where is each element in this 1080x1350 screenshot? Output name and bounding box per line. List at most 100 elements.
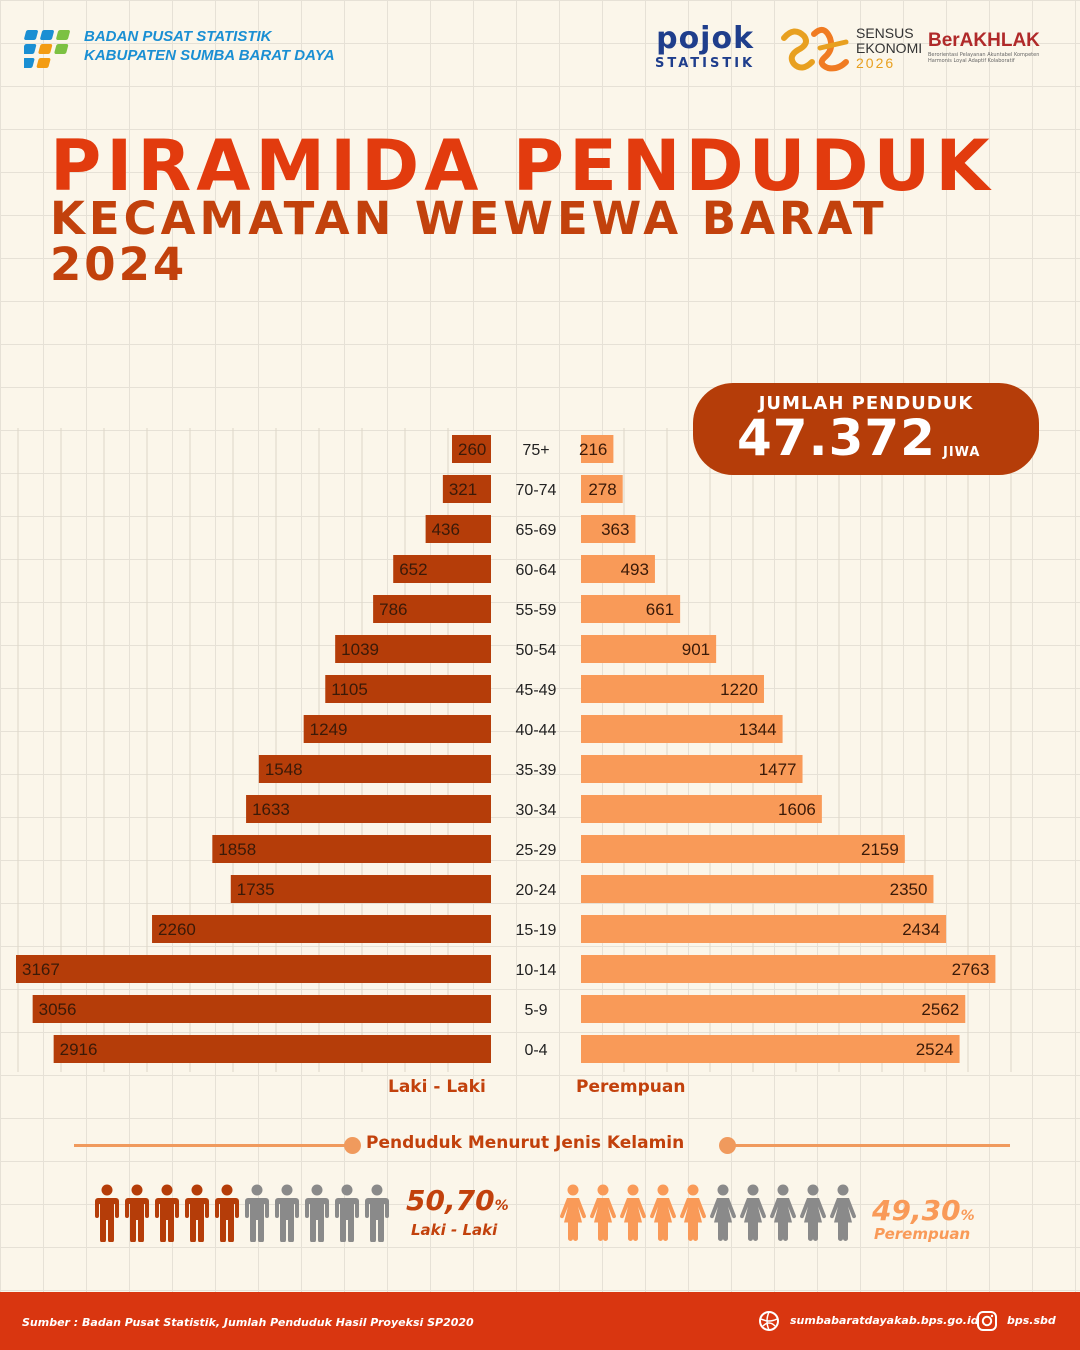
- female-bar-0-4: [581, 1035, 960, 1063]
- female-value-label-50-54: 901: [682, 640, 710, 659]
- male-value-label-40-44: 1249: [310, 720, 348, 739]
- berakhlak-tagline: Berorientasi Pelayanan Akuntabel Kompete…: [928, 52, 1040, 64]
- woman-icon: [799, 1184, 827, 1241]
- footer-website-link[interactable]: sumbabaratdayakab.bps.go.id: [790, 1314, 979, 1327]
- male-value-label-0-4: 2916: [60, 1040, 98, 1059]
- age-group-label-50-54: 50-54: [516, 642, 557, 659]
- male-value-label-50-54: 1039: [341, 640, 379, 659]
- male-value-label-20-24: 1735: [237, 880, 275, 899]
- instagram-icon: [977, 1311, 997, 1331]
- berakhlak-logo: BerAKHLAK Berorientasi Pelayanan Akuntab…: [928, 30, 1048, 64]
- male-value-label-60-64: 652: [399, 560, 427, 579]
- male-bar-45-49: [325, 675, 491, 703]
- page-year: 2024: [50, 238, 188, 291]
- age-group-label-0-4: 0-4: [524, 1042, 547, 1059]
- woman-icon: [559, 1184, 587, 1241]
- female-bar-30-34: [581, 795, 822, 823]
- man-icon: [335, 1184, 359, 1242]
- male-bar-15-19: [152, 915, 491, 943]
- woman-icon: [739, 1184, 767, 1241]
- male-bar-30-34: [246, 795, 491, 823]
- page-title: PIRAMIDA PENDUDUK: [50, 125, 995, 207]
- se-year: 2026: [856, 55, 896, 71]
- male-bar-5-9: [32, 995, 491, 1023]
- female-bar-35-39: [581, 755, 803, 783]
- female-value-label-25-29: 2159: [861, 840, 899, 859]
- divider-dot-right: [719, 1137, 736, 1154]
- female-bar-65-69: [581, 515, 636, 543]
- sensus-ekonomi-text: SENSUS EKONOMI 2026: [856, 26, 922, 71]
- male-bar-55-59: [373, 595, 491, 623]
- female-value-label-60-64: 493: [621, 560, 649, 579]
- pojok-word: pojok: [656, 21, 755, 56]
- female-value-label-15-19: 2434: [902, 920, 940, 939]
- male-bar-65-69: [425, 515, 491, 543]
- female-value-label-70-74: 278: [588, 480, 616, 499]
- male-value-label-15-19: 2260: [158, 920, 196, 939]
- female-value-label-35-39: 1477: [759, 760, 797, 779]
- female-value-label-5-9: 2562: [921, 1000, 959, 1019]
- female-value-label-65-69: 363: [601, 520, 629, 539]
- population-pyramid-chart: 260 216 75+ 321 278 70-74 436 363 65-69 652 493 60-…: [16, 428, 1012, 1072]
- man-icon: [245, 1184, 269, 1242]
- age-group-label-75+: 75+: [522, 442, 549, 459]
- male-bar-0-4: [53, 1035, 492, 1063]
- globe-icon: [759, 1311, 779, 1331]
- male-bar-25-29: [212, 835, 491, 863]
- footer-source: Sumber : Badan Pusat Statistik, Jumlah P…: [22, 1316, 474, 1329]
- male-pct-value: 50,70: [406, 1184, 495, 1217]
- male-value-label-35-39: 1548: [265, 760, 303, 779]
- female-value-label-75+: 216: [579, 440, 607, 459]
- woman-icon: [709, 1184, 737, 1241]
- male-bar-10-14: [16, 955, 491, 983]
- male-value-label-70-74: 321: [449, 480, 477, 499]
- female-pct-symbol: %: [960, 1208, 975, 1224]
- organization-name: BADAN PUSAT STATISTIK KABUPATEN SUMBA BA…: [84, 27, 335, 65]
- woman-icon: [589, 1184, 617, 1241]
- divider-left: [74, 1144, 352, 1147]
- se-line-1: SENSUS: [856, 25, 914, 41]
- total-population-badge: JUMLAH PENDUDUK 47.372 JIWA: [693, 383, 1039, 475]
- female-value-label-0-4: 2524: [916, 1040, 954, 1059]
- man-icon: [365, 1184, 389, 1242]
- age-group-label-65-69: 65-69: [516, 522, 557, 539]
- male-bar-35-39: [258, 755, 491, 783]
- woman-icon: [649, 1184, 677, 1241]
- age-group-label-60-64: 60-64: [516, 562, 557, 579]
- woman-icon: [619, 1184, 647, 1241]
- man-icon: [95, 1184, 119, 1242]
- woman-icon: [679, 1184, 707, 1241]
- female-pct-label: Perempuan: [874, 1225, 971, 1243]
- man-icon: [125, 1184, 149, 1242]
- male-value-label-30-34: 1633: [252, 800, 290, 819]
- male-value-label-45-49: 1105: [331, 680, 368, 699]
- male-icon-row: [92, 1184, 392, 1244]
- man-icon: [215, 1184, 239, 1242]
- age-group-label-5-9: 5-9: [524, 1002, 547, 1019]
- female-bar-10-14: [581, 955, 996, 983]
- male-bar-50-54: [335, 635, 491, 663]
- male-bar-40-44: [303, 715, 491, 743]
- female-value-label-20-24: 2350: [890, 880, 928, 899]
- female-bar-70-74: [581, 475, 623, 503]
- male-pct-symbol: %: [494, 1198, 509, 1214]
- female-bar-40-44: [581, 715, 783, 743]
- female-bar-60-64: [581, 555, 655, 583]
- male-value-label-65-69: 436: [432, 520, 460, 539]
- divider-dot-left: [344, 1137, 361, 1154]
- female-value-label-55-59: 661: [646, 600, 674, 619]
- woman-icon: [769, 1184, 797, 1241]
- man-icon: [275, 1184, 299, 1242]
- male-pct-label: Laki - Laki: [411, 1221, 498, 1239]
- divider-right: [728, 1144, 1010, 1147]
- female-percentage: 49,30%: [872, 1196, 975, 1231]
- female-bar-5-9: [581, 995, 966, 1023]
- footer-instagram-link[interactable]: bps.sbd: [1007, 1314, 1056, 1327]
- female-bar-20-24: [581, 875, 934, 903]
- age-group-label-70-74: 70-74: [516, 482, 557, 499]
- age-group-label-35-39: 35-39: [516, 762, 557, 779]
- female-icon-row: [558, 1184, 858, 1244]
- age-group-label-45-49: 45-49: [516, 682, 557, 699]
- org-line-1: BADAN PUSAT STATISTIK: [84, 28, 272, 45]
- male-value-label-55-59: 786: [379, 600, 407, 619]
